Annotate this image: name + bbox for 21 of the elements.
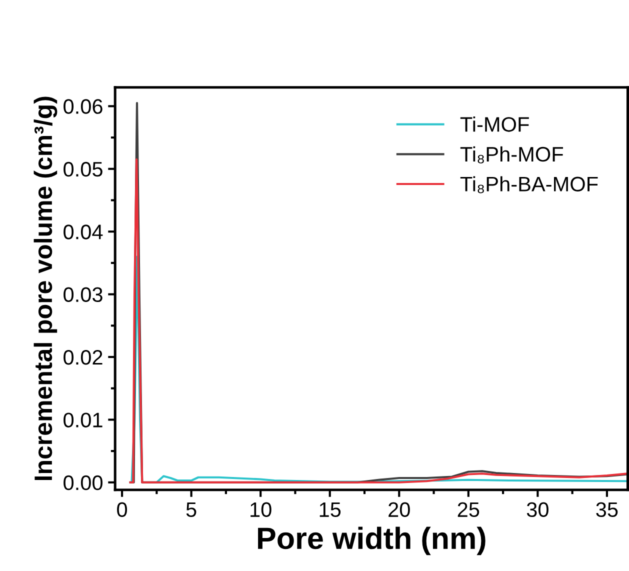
y-tick-label: 0.03 [64,287,102,302]
x-tick-label: 35 [596,502,618,518]
x-tick-label: 30 [526,502,548,518]
y-tick-label: 0.05 [64,162,102,177]
y-tick-label: 0.01 [64,412,102,428]
x-tick-label: 0 [117,502,128,518]
x-axis-title: Pore width (nm) [258,526,486,556]
line-series [130,256,628,484]
legend-label: Ti-MOF [460,116,529,132]
y-tick-label: 0.00 [64,475,102,490]
y-tick-label: 0.02 [64,350,102,365]
x-tick-label: 5 [186,502,196,518]
x-tick-label: 20 [388,502,410,518]
x-tick-label: 25 [458,502,480,518]
x-tick-label: 10 [250,502,272,518]
y-tick-label: 0.04 [64,224,103,240]
legend-label: Ti₈Ph-BA-MOF [460,176,598,194]
y-axis-title: Incremental pore volume (cm³/g) [34,96,58,480]
x-tick-label: 15 [320,502,341,518]
legend-label: Ti₈Ph-MOF [460,146,564,164]
y-tick-label: 0.06 [64,99,102,114]
